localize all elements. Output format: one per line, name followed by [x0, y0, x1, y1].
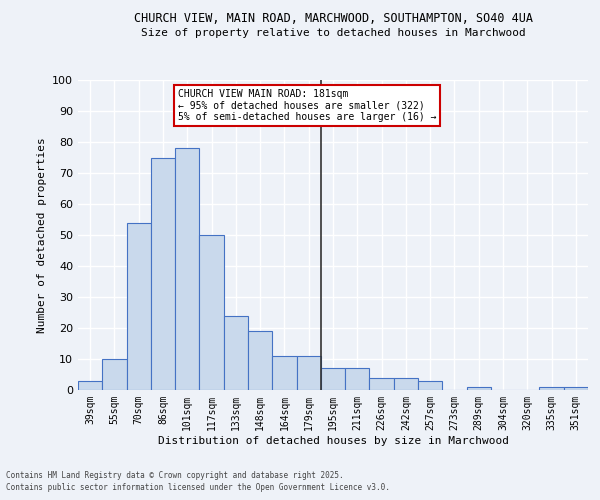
Bar [78, 380, 102, 390]
Bar [175, 148, 199, 390]
X-axis label: Distribution of detached houses by size in Marchwood: Distribution of detached houses by size … [157, 436, 509, 446]
Text: Contains HM Land Registry data © Crown copyright and database right 2025.: Contains HM Land Registry data © Crown c… [6, 471, 344, 480]
Text: CHURCH VIEW, MAIN ROAD, MARCHWOOD, SOUTHAMPTON, SO40 4UA: CHURCH VIEW, MAIN ROAD, MARCHWOOD, SOUTH… [134, 12, 533, 26]
Text: Size of property relative to detached houses in Marchwood: Size of property relative to detached ho… [140, 28, 526, 38]
Text: Contains public sector information licensed under the Open Government Licence v3: Contains public sector information licen… [6, 484, 390, 492]
Bar [539, 387, 564, 390]
Bar [418, 380, 442, 390]
Bar [394, 378, 418, 390]
Bar [224, 316, 248, 390]
Bar [127, 222, 151, 390]
Text: CHURCH VIEW MAIN ROAD: 181sqm
← 95% of detached houses are smaller (322)
5% of s: CHURCH VIEW MAIN ROAD: 181sqm ← 95% of d… [178, 90, 436, 122]
Y-axis label: Number of detached properties: Number of detached properties [37, 137, 47, 333]
Bar [102, 359, 127, 390]
Bar [467, 387, 491, 390]
Bar [199, 235, 224, 390]
Bar [370, 378, 394, 390]
Bar [272, 356, 296, 390]
Bar [321, 368, 345, 390]
Bar [151, 158, 175, 390]
Bar [296, 356, 321, 390]
Bar [345, 368, 370, 390]
Bar [248, 331, 272, 390]
Bar [564, 387, 588, 390]
